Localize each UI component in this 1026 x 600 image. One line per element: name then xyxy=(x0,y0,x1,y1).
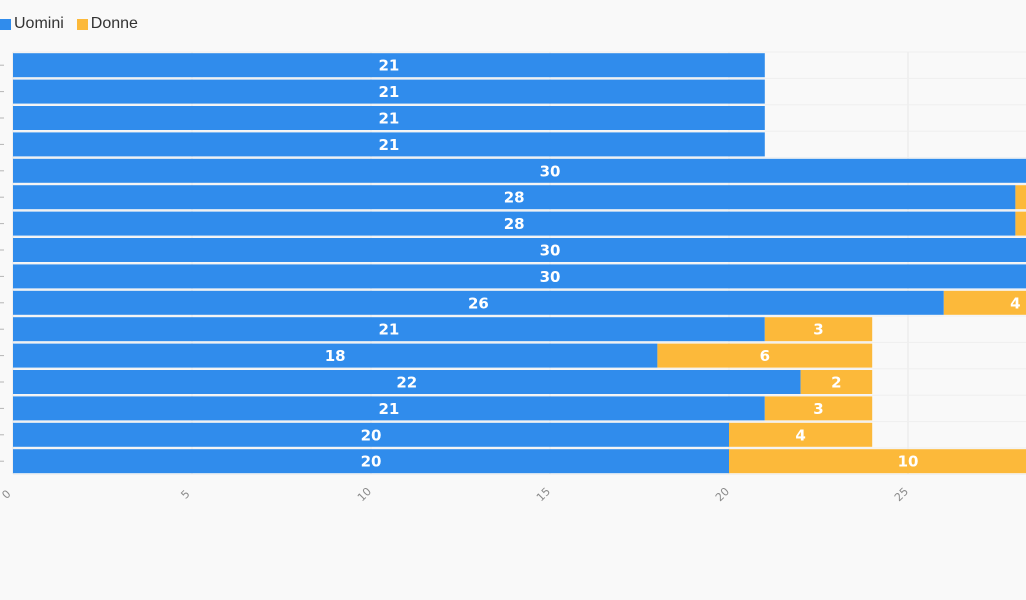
data-label-donne: 3 xyxy=(813,400,823,418)
bar-uomini-3[interactable] xyxy=(13,132,765,157)
bar-uomini-13[interactable] xyxy=(13,396,765,421)
x-tick-label: 5 xyxy=(178,487,192,501)
bar-donne-15[interactable] xyxy=(729,449,1026,474)
data-label-uomini: 21 xyxy=(378,57,399,75)
legend: Uomini Donne xyxy=(0,12,138,36)
legend-label-uomini: Uomini xyxy=(14,15,64,32)
data-label-uomini: 21 xyxy=(378,400,399,418)
data-label-donne: 6 xyxy=(760,347,770,365)
data-label-uomini: 21 xyxy=(378,110,399,128)
data-label-uomini: 21 xyxy=(378,83,399,101)
bar-uomini-10[interactable] xyxy=(13,317,765,342)
data-label-uomini: 18 xyxy=(325,347,346,365)
data-label-uomini: 30 xyxy=(540,268,561,286)
bar-donne-6[interactable] xyxy=(1015,211,1026,236)
data-label-uomini: 28 xyxy=(504,189,525,207)
data-label-uomini: 22 xyxy=(396,374,417,392)
x-tick-label: 25 xyxy=(892,485,911,504)
bar-uomini-1[interactable] xyxy=(13,79,765,104)
data-label-donne: 3 xyxy=(813,321,823,339)
bar-donne-12[interactable] xyxy=(800,370,873,394)
legend-item-donne[interactable]: Donne xyxy=(76,15,138,33)
bar-uomini-15[interactable] xyxy=(13,449,729,474)
x-tick-label: 15 xyxy=(534,485,553,504)
bar-donne-11[interactable] xyxy=(657,343,873,368)
data-label-uomini: 20 xyxy=(361,453,382,471)
data-label-donne: 4 xyxy=(795,426,805,444)
bar-uomini-12[interactable] xyxy=(13,370,801,394)
legend-swatch-donne xyxy=(76,18,88,30)
data-label-uomini: 30 xyxy=(540,242,561,260)
bar-uomini-0[interactable] xyxy=(13,53,765,78)
x-tick-label: 0 xyxy=(0,487,14,501)
bar-uomini-5[interactable] xyxy=(13,185,1016,210)
data-label-donne: 10 xyxy=(898,453,919,471)
bar-uomini-11[interactable] xyxy=(13,343,658,368)
bar-donne-5[interactable] xyxy=(1015,185,1026,210)
data-label-uomini: 20 xyxy=(361,426,382,444)
legend-swatch-uomini xyxy=(0,18,11,30)
bar-donne-14[interactable] xyxy=(729,422,873,447)
bar-donne-9[interactable] xyxy=(943,290,1026,315)
legend-item-uomini[interactable]: Uomini xyxy=(0,15,64,33)
bar-donne-13[interactable] xyxy=(764,396,873,421)
data-label-donne: 4 xyxy=(1010,294,1020,312)
data-label-uomini: 21 xyxy=(378,136,399,154)
data-label-uomini: 28 xyxy=(504,215,525,233)
bar-uomini-7[interactable] xyxy=(13,238,1026,262)
bar-uomini-8[interactable] xyxy=(13,264,1026,289)
x-tick-label: 20 xyxy=(713,485,732,504)
bar-uomini-4[interactable] xyxy=(13,158,1026,183)
data-label-donne: 2 xyxy=(831,374,841,392)
bar-uomini-2[interactable] xyxy=(13,106,765,130)
bar-uomini-14[interactable] xyxy=(13,422,729,447)
data-label-uomini: 21 xyxy=(378,321,399,339)
data-label-uomini: 30 xyxy=(540,162,561,180)
bar-uomini-6[interactable] xyxy=(13,211,1016,236)
x-tick-label: 10 xyxy=(355,485,374,504)
bar-uomini-9[interactable] xyxy=(13,290,944,315)
legend-label-donne: Donne xyxy=(90,15,138,32)
bar-donne-10[interactable] xyxy=(764,317,873,342)
data-label-uomini: 26 xyxy=(468,294,489,312)
